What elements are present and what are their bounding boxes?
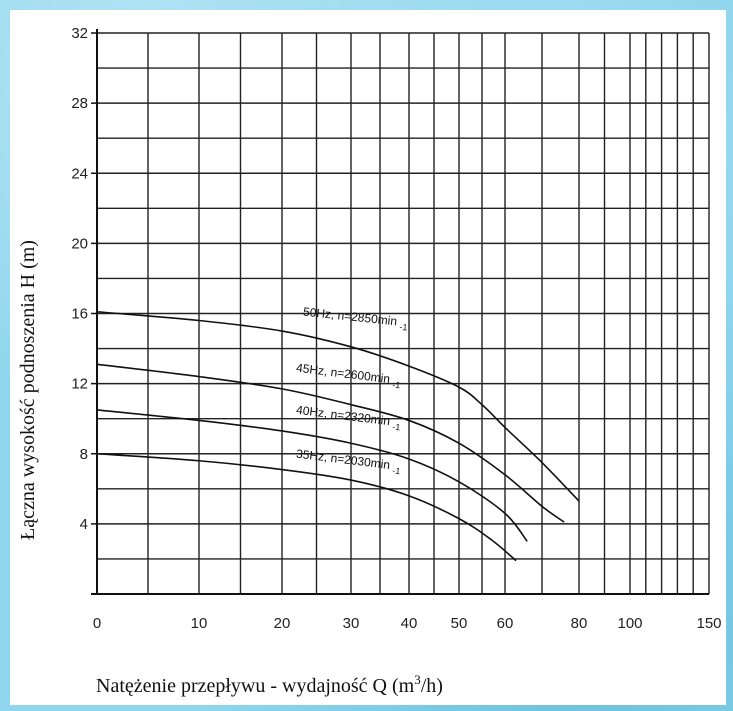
- curve-line: [96, 310, 580, 502]
- curve-label: 40Hz, n=2320min-1: [295, 403, 402, 433]
- y-tick-label: 12: [71, 376, 88, 393]
- curve-line: [96, 363, 565, 523]
- y-tick-label: 4: [80, 516, 88, 533]
- y-tick-label: 16: [71, 306, 88, 323]
- grid: [97, 32, 710, 594]
- x-axis-label-sup: 3: [414, 672, 421, 687]
- axes: [91, 29, 709, 595]
- x-axis-label: Natężenie przepływu - wydajność Q (m3/h): [96, 672, 443, 697]
- x-axis-label-prefix: Natężenie przepływu - wydajność Q (m: [96, 675, 415, 697]
- curves: [96, 310, 580, 562]
- curve-labels: 50Hz, n=2850min-1 45Hz, n=2600min-1 40Hz, …: [295, 305, 409, 477]
- curve-label-exponent: -1: [392, 465, 401, 476]
- x-tick-label: 100: [617, 615, 642, 632]
- x-tick-label: 150: [696, 615, 721, 632]
- chart-panel: 4 8 12 16 20 24 28 32 0 10 20 30 40 50 60 80 100 150 50H…: [10, 10, 726, 705]
- x-tick-label: 80: [571, 615, 588, 632]
- curve-label-exponent: -1: [392, 422, 401, 433]
- y-axis-label: Łączna wysokość podnoszenia H (m): [17, 240, 39, 540]
- x-tick-label: 10: [191, 615, 208, 632]
- y-tick-label: 24: [71, 165, 88, 182]
- x-tick-label: 0: [93, 615, 101, 632]
- x-tick-label: 40: [401, 615, 418, 632]
- x-axis-ticks: 0 10 20 30 40 50 60 80 100 150: [93, 615, 722, 632]
- y-axis-ticks: 4 8 12 16 20 24 28 32: [71, 25, 97, 533]
- x-tick-label: 50: [451, 615, 468, 632]
- y-tick-label: 28: [71, 95, 88, 112]
- curve-label: 45Hz, n=2600min-1: [295, 361, 402, 391]
- x-tick-label: 20: [274, 615, 291, 632]
- y-tick-label: 8: [80, 446, 88, 463]
- pump-curve-chart: 4 8 12 16 20 24 28 32 0 10 20 30 40 50 60 80 100 150 50H…: [17, 25, 722, 697]
- x-axis-label-suffix: /h): [421, 675, 443, 697]
- curve-label: 50Hz, n=2850min-1: [302, 305, 409, 333]
- x-tick-label: 30: [343, 615, 360, 632]
- y-tick-label: 32: [71, 25, 88, 42]
- x-tick-label: 60: [497, 615, 514, 632]
- y-tick-label: 20: [71, 235, 88, 252]
- curve-label-exponent: -1: [392, 380, 401, 391]
- curve-line: [96, 452, 517, 562]
- curve-label-exponent: -1: [399, 322, 408, 333]
- curve-line: [96, 409, 528, 542]
